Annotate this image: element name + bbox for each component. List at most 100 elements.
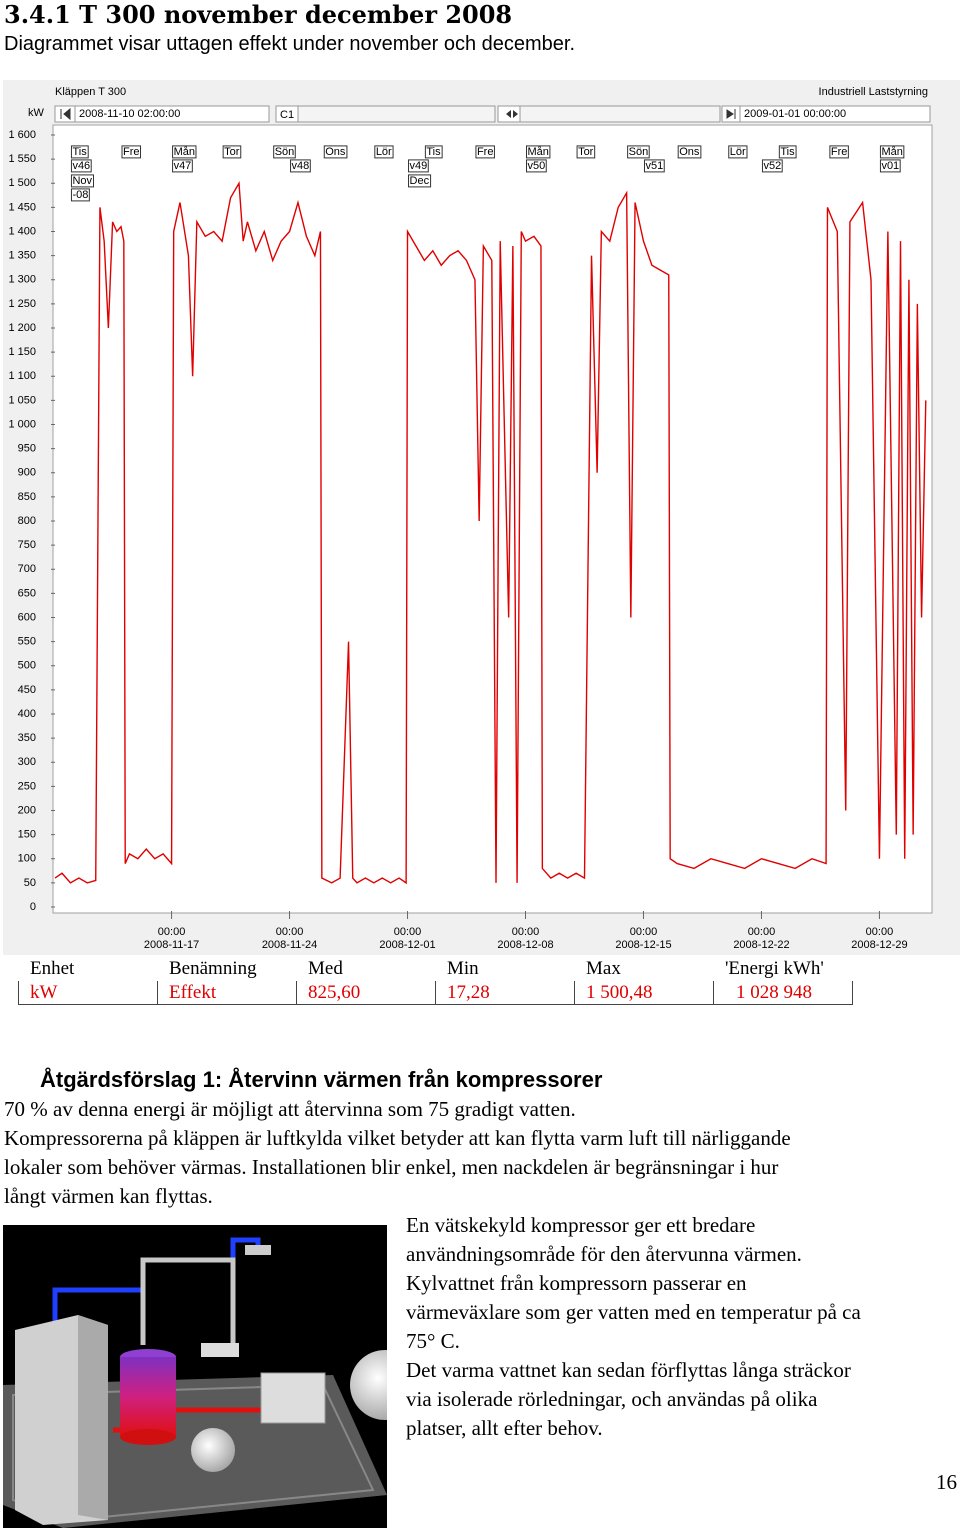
month-marker: Nov	[72, 175, 92, 187]
text-line: 75° C.	[406, 1329, 460, 1353]
y-tick-label: 300	[18, 756, 36, 768]
cursor-label: C1	[280, 109, 294, 121]
x-tick-label: 00:00	[158, 926, 186, 938]
day-marker: Mån	[528, 146, 549, 158]
cell: 1 500,48	[574, 980, 714, 1005]
y-tick-label: 1 200	[8, 322, 36, 334]
week-marker: v52	[763, 160, 781, 172]
end-field[interactable]	[739, 105, 931, 123]
text-line: användningsområde för den återvunna värm…	[406, 1242, 802, 1266]
day-marker-box	[374, 145, 394, 159]
week-marker-box	[70, 159, 92, 173]
subtitle: Diagrammet visar uttagen effekt under no…	[4, 33, 576, 55]
y-tick-label: 1 300	[8, 274, 36, 286]
icon-first	[60, 107, 71, 121]
week-marker-box	[761, 159, 783, 173]
day-marker: Tor	[578, 146, 594, 158]
day-marker-box	[879, 145, 905, 159]
header-cell: 'Energi kWh'	[725, 957, 824, 979]
chart: Kläppen T 300 Industriell Laststyrning k…	[3, 80, 960, 955]
y-tick-label: 950	[18, 443, 36, 455]
week-marker: v47	[174, 160, 192, 172]
y-tick-label: 750	[18, 539, 36, 551]
week-marker-box	[408, 159, 429, 173]
line-series	[54, 180, 927, 885]
x-tick-label: 2008-12-01	[379, 939, 435, 951]
cell: 1 028 948	[713, 980, 853, 1005]
week-marker: v50	[528, 160, 546, 172]
x-tick-label: 2008-11-24	[262, 939, 317, 951]
day-marker-box	[526, 145, 551, 159]
text-line: Kompressorerna på kläppen är luftkylda v…	[4, 1126, 791, 1150]
text-line: värmeväxlare som ger vatten med en tempe…	[406, 1300, 861, 1324]
day-marker: Fre	[123, 146, 139, 158]
x-tick-label: 00:00	[512, 926, 540, 938]
y-tick-label: 1 550	[8, 153, 36, 165]
header-cell: Benämning	[169, 957, 257, 979]
y-tick-label: 850	[18, 491, 36, 503]
y-tick-label: 1 600	[8, 129, 36, 141]
x-tick-label: 00:00	[866, 926, 894, 938]
month-marker-box	[70, 188, 90, 202]
x-tick-label: 00:00	[748, 926, 776, 938]
day-marker: Fre	[477, 146, 494, 158]
chart-title: Kläppen T 300	[55, 86, 126, 98]
brand: Industriell Laststyrning	[819, 86, 928, 98]
month-marker-box	[70, 174, 95, 188]
y-tick-label: 550	[18, 636, 36, 648]
day-marker-box	[829, 145, 849, 159]
icon-last	[726, 109, 736, 119]
day-marker-box	[424, 145, 443, 159]
week-marker: v01	[881, 160, 899, 172]
x-tick-label: 00:00	[276, 926, 304, 938]
summary-table: Enhet Benämning Med Min Max 'Energi kWh' kW Ef…	[18, 956, 853, 1005]
day-marker-box	[627, 145, 650, 159]
text-line: lokaler som behöver värmas. Installation…	[4, 1155, 779, 1179]
day-marker-box	[222, 145, 242, 159]
start-time: 2008-11-10 02:00:00	[79, 108, 180, 120]
x-tick-label: 2008-12-22	[733, 939, 789, 951]
start-field[interactable]	[74, 105, 270, 123]
cell: kW	[18, 980, 158, 1005]
week-marker: v49	[410, 160, 428, 172]
x-tick-label: 2008-12-29	[851, 939, 907, 951]
week-marker-box	[290, 159, 311, 173]
day-marker: Lör	[730, 146, 746, 158]
y-tick-label: 800	[18, 515, 36, 527]
day-marker: Tis	[780, 146, 795, 158]
day-marker: Fre	[831, 146, 848, 158]
plot-area	[52, 124, 933, 914]
week-marker: v51	[645, 160, 663, 172]
toolbar-field	[519, 105, 721, 123]
text-line: 70 % av denna energi är möjligt att åter…	[4, 1097, 576, 1121]
week-marker: v46	[72, 160, 90, 172]
x-tick-label: 00:00	[394, 926, 422, 938]
y-tick-label: 100	[18, 853, 36, 865]
y-tick-label: 1 100	[8, 370, 36, 382]
y-tick-label: 1 500	[8, 177, 36, 189]
y-tick-label: 400	[18, 708, 36, 720]
text-line: Det varma vattnet kan sedan förflyttas l…	[406, 1358, 851, 1382]
day-marker: Sön	[275, 146, 295, 158]
y-tick-label: 1 250	[8, 298, 36, 310]
y-tick-label: 1 000	[8, 418, 36, 430]
day-marker-box	[70, 145, 89, 159]
day-marker: Sön	[629, 146, 649, 158]
day-marker: Mån	[174, 146, 195, 158]
y-tick-label: 1 150	[8, 346, 36, 358]
day-marker-box	[273, 145, 296, 159]
y-tick-label: 450	[18, 684, 36, 696]
header-cell: Enhet	[30, 957, 75, 979]
day-marker-box	[121, 145, 142, 159]
y-tick-label: 1 450	[8, 201, 36, 213]
y-tick-label: 700	[18, 563, 36, 575]
heading: Åtgärdsförslag 1: Återvinn värmen från k…	[40, 1067, 603, 1092]
header-cell: Med	[308, 957, 343, 979]
text-line: platser, allt efter behov.	[406, 1416, 603, 1440]
day-marker: Ons	[325, 146, 346, 158]
x-tick-label: 2008-12-08	[497, 939, 553, 951]
end-time: 2009-01-01 00:00:00	[744, 108, 846, 120]
y-tick-label: 200	[18, 804, 36, 816]
week-marker-box	[879, 159, 901, 173]
